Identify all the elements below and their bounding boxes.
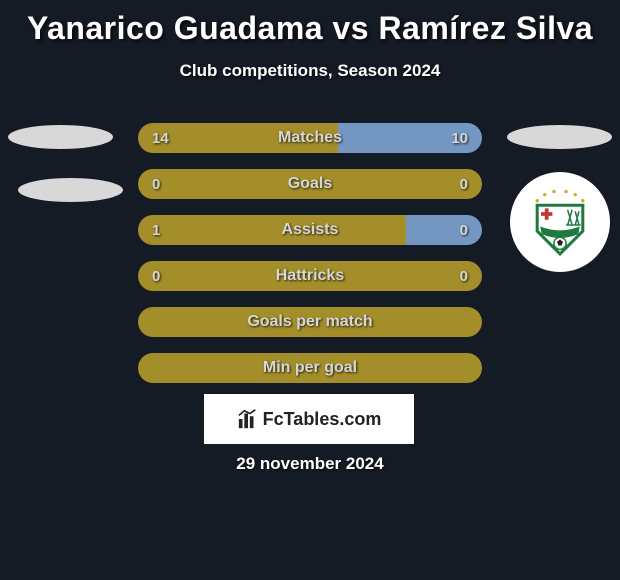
page-subtitle: Club competitions, Season 2024 bbox=[0, 61, 620, 81]
stat-bar: Assists10 bbox=[138, 215, 482, 245]
stat-bar-segment-right bbox=[406, 215, 482, 245]
page-title: Yanarico Guadama vs Ramírez Silva bbox=[0, 0, 620, 47]
stat-bar-segment-left bbox=[138, 353, 482, 383]
stat-bar-segment-left bbox=[138, 307, 482, 337]
comparison-bars: Matches1410 Goals00 Assists10 Hattricks00 Go… bbox=[138, 123, 482, 399]
stat-bar: Hattricks00 bbox=[138, 261, 482, 291]
watermark-label: FcTables.com bbox=[263, 409, 382, 430]
stat-bar-segment-left bbox=[138, 123, 338, 153]
stat-bar-segment-left bbox=[138, 169, 482, 199]
stat-bar-segment-left bbox=[138, 261, 482, 291]
stat-bar: Min per goal bbox=[138, 353, 482, 383]
date-label: 29 november 2024 bbox=[0, 454, 620, 474]
club-crest-icon bbox=[522, 184, 598, 260]
player-slot-right-1 bbox=[507, 125, 612, 149]
stat-bar-segment-right bbox=[338, 123, 482, 153]
watermark: FcTables.com bbox=[204, 394, 414, 444]
stat-bar: Goals00 bbox=[138, 169, 482, 199]
chart-bars-icon bbox=[237, 408, 259, 430]
club-crest-right bbox=[510, 172, 610, 272]
player-slot-left-1 bbox=[8, 125, 113, 149]
stat-bar: Matches1410 bbox=[138, 123, 482, 153]
player-slot-left-2 bbox=[18, 178, 123, 202]
stat-bar: Goals per match bbox=[138, 307, 482, 337]
stat-bar-segment-left bbox=[138, 215, 406, 245]
